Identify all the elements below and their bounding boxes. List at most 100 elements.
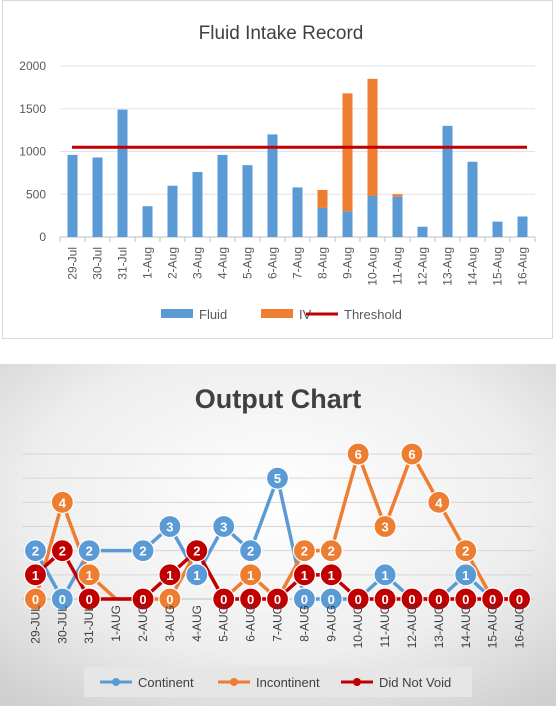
data-point-did-not-void (292, 563, 316, 587)
data-label: 0 (220, 592, 227, 607)
data-label: 4 (435, 495, 443, 510)
data-label: 4 (59, 495, 67, 510)
data-point-continent (77, 539, 101, 563)
data-point-continent (131, 539, 155, 563)
legend-label: Did Not Void (379, 675, 451, 690)
x-tick-label: 8-Aug (316, 247, 330, 279)
x-tick-label: 11-AUG (378, 605, 392, 647)
y-tick-label: 500 (26, 187, 46, 201)
x-tick-label: 8-AUG (297, 605, 311, 642)
x-tick-label: 6-Aug (266, 247, 280, 279)
x-tick-label: 15-Aug (491, 247, 505, 286)
data-label: 2 (328, 544, 335, 559)
data-label: 3 (220, 520, 227, 535)
data-label: 0 (462, 592, 469, 607)
x-tick-label: 1-AUG (109, 605, 123, 642)
data-point-incontinent (373, 514, 397, 539)
data-point-continent (265, 466, 290, 490)
y-tick-label: 2000 (19, 59, 46, 73)
data-label: 0 (59, 592, 66, 607)
x-tick-label: 3-AUG (163, 605, 177, 642)
x-tick-label: 14-Aug (466, 247, 480, 286)
bar-fluid (342, 211, 353, 237)
data-label: 0 (489, 592, 496, 607)
data-point-did-not-void (77, 587, 101, 611)
data-point-continent (158, 514, 182, 539)
data-point-incontinent (77, 563, 101, 587)
bar-iv (317, 189, 328, 208)
x-tick-label: 12-AUG (405, 605, 419, 648)
data-label: 2 (139, 544, 146, 559)
data-label: 1 (193, 568, 200, 583)
data-point-continent (319, 587, 343, 611)
x-tick-label: 11-Aug (391, 247, 405, 285)
bar-fluid (92, 157, 103, 237)
legend-swatch-marker (230, 678, 238, 686)
data-point-did-not-void (346, 587, 370, 611)
data-label: 0 (435, 592, 442, 607)
x-tick-label: 9-AUG (324, 605, 338, 642)
bar-fluid (467, 161, 478, 237)
legend-swatch-fluid (161, 309, 193, 318)
data-point-did-not-void (185, 539, 209, 563)
bar-fluid (367, 195, 378, 237)
x-tick-label: 14-AUG (459, 605, 473, 648)
fluid-intake-chart-panel: Fluid Intake Record 0 500 1000 1500 2000 29-… (2, 0, 553, 339)
data-label: 0 (301, 592, 308, 607)
data-label: 0 (86, 592, 93, 607)
data-label: 1 (86, 568, 93, 583)
data-point-continent (239, 539, 263, 563)
data-label: 2 (462, 544, 469, 559)
x-tick-label: 9-Aug (341, 247, 355, 279)
data-label: 1 (166, 568, 173, 583)
x-tick-label: 2-Aug (166, 247, 180, 279)
data-label: 0 (408, 592, 415, 607)
bar-fluid (492, 221, 503, 237)
fluid-intake-chart: Fluid Intake Record 0 500 1000 1500 2000 29-… (19, 23, 536, 322)
data-point-did-not-void (265, 587, 290, 611)
data-label: 1 (328, 568, 335, 583)
y-tick-label: 0 (39, 230, 46, 244)
x-tick-label: 3-Aug (191, 247, 205, 279)
x-tick-label: 13-AUG (432, 605, 446, 648)
data-point-did-not-void (373, 587, 397, 611)
data-point-incontinent (454, 539, 478, 563)
x-tick-label: 29-Jul (66, 247, 80, 280)
data-point-did-not-void (158, 563, 182, 587)
x-tick-label: 7-Aug (291, 247, 305, 279)
legend-label: Threshold (344, 307, 402, 322)
x-tick-label: 15-AUG (486, 605, 500, 648)
bar-iv (392, 194, 403, 197)
data-label: 2 (193, 544, 200, 559)
data-point-incontinent (346, 442, 370, 466)
data-point-continent (454, 563, 478, 587)
data-point-did-not-void (427, 587, 451, 611)
data-label: 3 (381, 520, 388, 535)
chart-title: Fluid Intake Record (199, 23, 364, 44)
x-tick-label: 10-AUG (351, 605, 365, 648)
data-point-incontinent (50, 490, 74, 514)
data-point-incontinent (23, 587, 48, 611)
data-point-incontinent (158, 587, 182, 611)
x-tick-label: 30-JUL (55, 605, 69, 644)
data-label: 6 (408, 447, 415, 462)
bar-fluid (292, 187, 303, 237)
x-tick-label: 31-JUL (82, 605, 96, 644)
x-tick-label: 4-Aug (216, 247, 230, 279)
data-label: 1 (32, 568, 39, 583)
legend-box (84, 667, 472, 697)
y-tick-label: 1500 (19, 102, 46, 116)
bar-fluid (67, 154, 78, 237)
bar-fluid (267, 134, 278, 237)
data-label: 0 (355, 592, 362, 607)
data-label: 0 (516, 592, 523, 607)
data-point-did-not-void (212, 587, 236, 611)
data-point-did-not-void (400, 587, 424, 611)
data-point-did-not-void (319, 563, 343, 587)
legend-label: IV (299, 307, 312, 322)
data-label: 5 (274, 471, 281, 486)
x-tick-label: 7-AUG (271, 605, 285, 642)
chart-title: Output Chart (195, 384, 361, 414)
